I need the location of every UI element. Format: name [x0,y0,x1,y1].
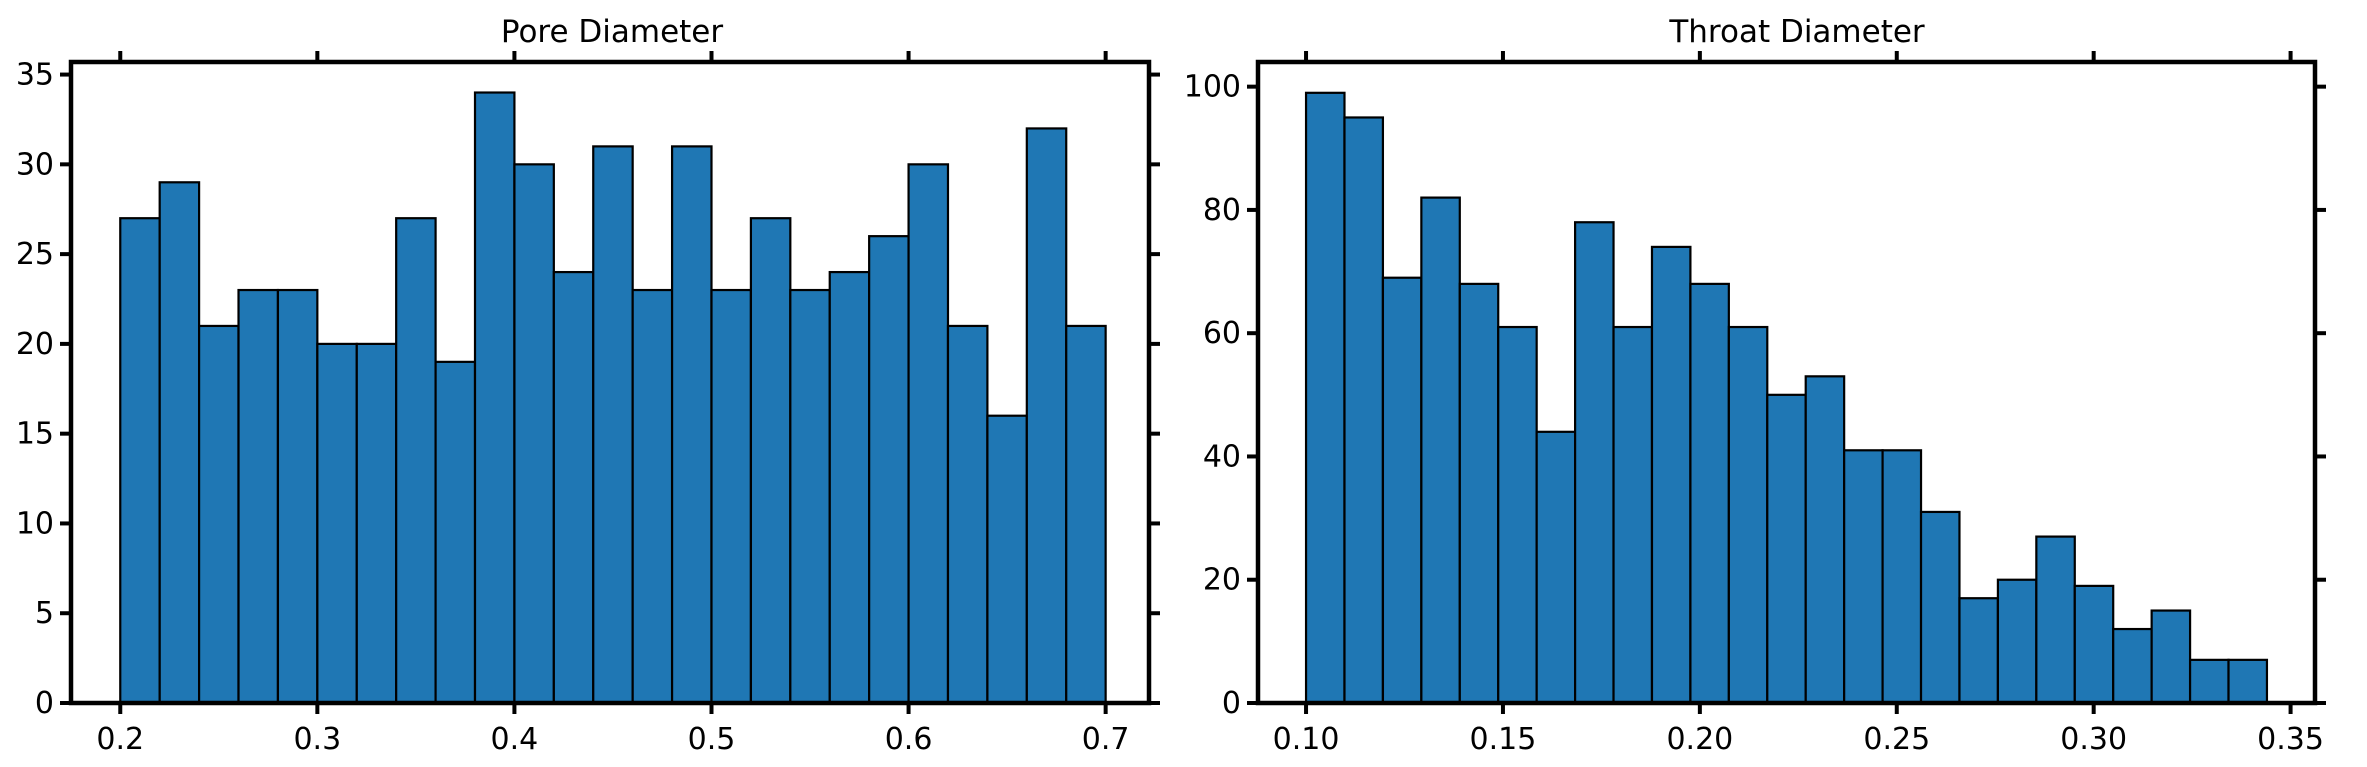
pore-diameter-panel: Pore Diameter 0.2 0.3 0.4 0.5 0.6 0.7 0 5 10 15 20… [16,14,1160,757]
pore-diameter-bar [158,181,201,705]
pore-diameter-bar [907,163,950,705]
pore-diameter-bar [868,235,910,705]
pore-diameter-bar [592,145,634,705]
pore-diameter-ytick-label: 35 [16,58,54,93]
throat-diameter-bar [1458,282,1500,705]
pore-diameter-bar [552,270,595,705]
throat-diameter-ytick-label: 60 [1203,316,1241,351]
pore-diameter-bar [1025,127,1068,705]
pore-diameter-bar [631,288,674,705]
pore-diameter-ytick-label: 20 [16,327,54,362]
throat-diameter-bar [2188,658,2230,705]
pore-diameter-xtick-label: 0.7 [1082,722,1130,757]
throat-diameter-ytick-label: 20 [1203,563,1241,598]
pore-diameter-bar [473,91,516,705]
throat-diameter-bar [2112,627,2153,705]
throat-diameter-bar [1843,449,1884,705]
throat-diameter-bar [1535,430,1577,705]
pore-diameter-bar [197,324,240,705]
throat-diameter-bar [2073,584,2115,705]
pore-diameter-bar [946,324,989,705]
throat-diameter-ytick-label: 100 [1184,70,1241,105]
throat-diameter-bar [1381,276,1423,705]
pore-diameter-ytick-label: 25 [16,237,54,272]
pore-diameter-bar [237,288,280,705]
pore-diameter-title: Pore Diameter [501,14,724,50]
throat-diameter-ytick-label: 40 [1203,439,1241,474]
pore-diameter-ytick-label: 0 [35,686,54,721]
throat-diameter-bar [1612,325,1654,705]
throat-diameter-bar [1996,578,2038,705]
throat-diameter-ytick-label: 0 [1222,686,1241,721]
pore-diameter-bar [670,145,713,705]
pore-diameter-axes-frame [68,59,1152,706]
throat-diameter-bar [1343,116,1385,705]
pore-diameter-bar [710,288,753,705]
pore-diameter-bar [119,217,161,705]
pore-diameter-bar [789,288,831,705]
pore-diameter-bar [276,288,319,705]
throat-diameter-bar [2227,658,2269,705]
pore-diameter-ytick-label: 5 [35,596,54,631]
pore-diameter-ytick-label: 15 [16,417,54,452]
throat-diameter-xtick-label: 0.20 [1666,722,1733,757]
throat-diameter-bar [1497,325,1538,705]
pore-diameter-xtick-label: 0.3 [293,722,341,757]
throat-diameter-ytick-label: 80 [1203,193,1241,228]
pore-diameter-ytick-label: 10 [16,506,54,541]
throat-diameter-bar [1766,393,1807,705]
pore-diameter-bar [513,163,555,705]
throat-diameter-bar [1958,597,1999,705]
pore-diameter-xtick-label: 0.6 [885,722,933,757]
throat-diameter-xtick-label: 0.25 [1863,722,1930,757]
pore-diameter-bar [395,217,437,705]
throat-diameter-bar [2035,535,2076,705]
throat-diameter-axes-frame [1255,59,2318,706]
pore-diameter-bar [749,217,792,705]
pore-diameter-bar [355,342,398,705]
throat-diameter-bar [1881,449,1923,705]
throat-diameter-bar [1573,221,1615,705]
pore-diameter-bar [434,360,477,705]
throat-diameter-panel: Throat Diameter 0.10 0.15 0.20 0.25 0.30 0.35… [1184,14,2326,757]
throat-diameter-bar [1804,375,1846,705]
throat-diameter-ticks: 0.10 0.15 0.20 0.25 0.30 0.35 0 20 40 60 80 100 [1184,51,2326,757]
throat-diameter-bar [1919,510,1961,705]
pore-diameter-ticks: 0.2 0.3 0.4 0.5 0.6 0.7 0 5 10 15 20 25 30 35 [16,51,1160,757]
throat-diameter-xtick-label: 0.15 [1470,722,1537,757]
pore-diameter-ytick-label: 30 [16,147,54,182]
throat-diameter-xtick-label: 0.30 [2060,722,2127,757]
pore-diameter-bars [119,91,1107,705]
throat-diameter-bar [1689,282,1730,705]
throat-diameter-xtick-label: 0.10 [1273,722,1340,757]
throat-diameter-bar [1650,245,1692,705]
throat-diameter-bar [2150,609,2192,705]
throat-diameter-bars [1304,91,2269,705]
throat-diameter-xtick-label: 0.35 [2257,722,2324,757]
throat-diameter-bar [1304,91,1346,705]
pore-diameter-xtick-label: 0.4 [491,722,539,757]
throat-diameter-bar [1420,196,1461,705]
throat-diameter-title: Throat Diameter [1668,14,1925,50]
pore-diameter-xtick-label: 0.2 [96,722,144,757]
pore-diameter-bar [1065,324,1107,705]
throat-diameter-bar [1727,325,1769,705]
pore-diameter-bar [986,414,1028,705]
pore-diameter-xtick-label: 0.5 [688,722,736,757]
pore-diameter-bar [316,342,358,705]
pore-diameter-bar [828,270,871,705]
